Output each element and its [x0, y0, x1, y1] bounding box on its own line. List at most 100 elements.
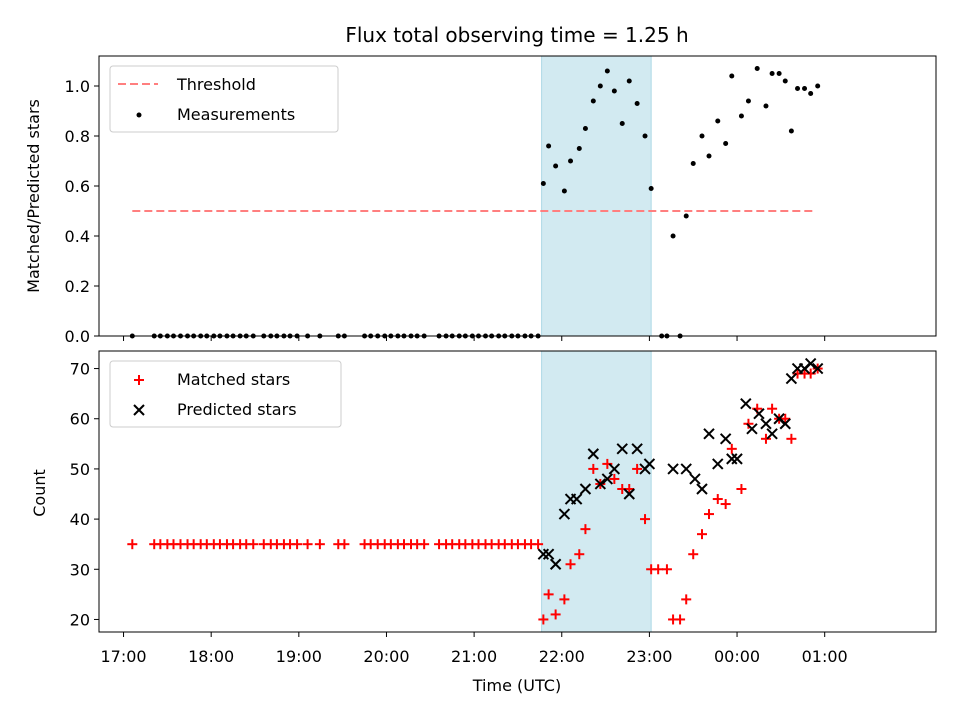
- measurement-point: [723, 141, 729, 146]
- x-tick-label: 19:00: [276, 647, 322, 666]
- predicted-star-point-b: [804, 357, 817, 370]
- measurement-point: [782, 78, 788, 84]
- predicted-star-point-b: [579, 483, 592, 495]
- measurement-point: [715, 118, 721, 124]
- predicted-star-point: [608, 463, 621, 475]
- predicted-star-point-b: [542, 548, 555, 560]
- top-axes-frame: [98, 55, 937, 337]
- predicted-star-point: [623, 488, 635, 500]
- predicted-star-point: [753, 408, 765, 420]
- matched-star-point: [248, 539, 259, 550]
- matched-star-point: [743, 418, 754, 429]
- measurement-point: [763, 103, 769, 109]
- measurement-point: [553, 163, 559, 169]
- matched-star-point: [624, 483, 635, 494]
- top-y-tick-label: 0.8: [65, 127, 90, 146]
- matched-star-point: [661, 564, 672, 575]
- predicted-star-point-b: [608, 463, 621, 475]
- legend-predicted-swatch: [133, 404, 145, 416]
- predicted-star-point: [746, 423, 758, 435]
- legend-measurements-swatch: [136, 112, 142, 118]
- x-tick-label: 23:00: [626, 647, 672, 666]
- matched-star-point: [640, 514, 651, 525]
- predicted-star-point-b: [712, 458, 724, 470]
- matched-star-point: [538, 614, 549, 625]
- measurement-point: [576, 146, 582, 151]
- predicted-star-point: [549, 558, 562, 570]
- legend-matched-swatch: [134, 375, 144, 385]
- top-y-tick-label: 1.0: [65, 77, 90, 96]
- predicted-star-point-b: [746, 423, 758, 435]
- measurement-point: [626, 78, 632, 84]
- predicted-star-point: [779, 418, 791, 430]
- matched-star-point: [681, 594, 692, 605]
- predicted-star-point: [558, 508, 571, 520]
- measurement-point: [634, 101, 640, 106]
- measurement-point: [561, 188, 567, 194]
- x-tick-label: 01:00: [802, 647, 848, 666]
- predicted-star-point: [712, 458, 724, 470]
- predicted-star-point-b: [740, 397, 752, 410]
- measurement-point: [582, 126, 588, 131]
- predicted-star-point-b: [760, 418, 772, 430]
- predicted-star-point-b: [719, 433, 732, 445]
- top-panel: 0.0 0.2 0.4 0.6 0.8 1.0 Threshold Measurements: [65, 55, 937, 346]
- matched-star-point: [780, 413, 791, 424]
- x-tick-label: 18:00: [188, 647, 234, 666]
- matched-star-point: [720, 499, 731, 510]
- predicted-star-point: [731, 453, 743, 465]
- matched-star-point: [588, 463, 599, 474]
- matched-star-point: [543, 589, 554, 600]
- predicted-star-point-b: [558, 508, 571, 520]
- bottom-panel: 20 30 40 50 60 70 17:00 18:00 19:00 20:00 21:00 22:…: [70, 350, 937, 666]
- measurement-point: [706, 153, 712, 159]
- predicted-star-point-b: [785, 372, 798, 385]
- measurement-point: [690, 161, 696, 166]
- predicted-star-point: [760, 418, 772, 430]
- matched-star-point: [688, 549, 699, 560]
- predicted-star-point: [542, 548, 555, 560]
- bottom-legend-box: [109, 360, 342, 428]
- predicted-star-point: [587, 448, 600, 460]
- predicted-star-point: [689, 473, 701, 485]
- matched-star-point: [550, 609, 561, 620]
- predicted-star-point-b: [779, 418, 791, 430]
- matched-star-point: [292, 539, 303, 550]
- matched-star-point: [712, 494, 723, 505]
- predicted-star-point-b: [703, 428, 715, 440]
- matched-star-point: [653, 564, 664, 575]
- predicted-star-point: [804, 357, 817, 370]
- matched-star-point: [339, 539, 350, 550]
- measurement-point: [683, 213, 689, 219]
- matched-star-point: [302, 539, 313, 550]
- bottom-y-tick-label: 50: [70, 460, 90, 479]
- predicted-star-point: [740, 397, 752, 410]
- predicted-star-point: [719, 433, 732, 445]
- measurement-point: [540, 181, 546, 186]
- predicted-star-point-b: [766, 428, 778, 440]
- legend-matched-label: Matched stars: [177, 370, 290, 389]
- predicted-star-point-b: [689, 473, 701, 485]
- legend-threshold-label: Threshold: [176, 75, 256, 94]
- bottom-y-tick-label: 20: [70, 610, 90, 629]
- bottom-y-axis-label: Count: [30, 469, 49, 517]
- bottom-y-tick-label: 60: [70, 410, 90, 429]
- predicted-star-point-b: [623, 488, 635, 500]
- top-legend: Threshold Measurements: [109, 65, 339, 133]
- matched-star-point: [127, 539, 138, 550]
- matched-star-point: [726, 443, 737, 454]
- matched-star-point: [574, 549, 585, 560]
- predicted-star-point: [601, 473, 614, 485]
- predicted-star-point-b: [570, 493, 583, 505]
- predicted-star-point: [643, 458, 656, 470]
- x-tick-label: 00:00: [714, 647, 760, 666]
- predicted-star-point-b: [696, 483, 708, 495]
- matched-star-point: [580, 524, 591, 535]
- predicted-star-point-b: [587, 448, 600, 460]
- x-axis-label: Time (UTC): [472, 676, 561, 695]
- chart-title: Flux total observing time = 1.25 h: [345, 23, 688, 47]
- predicted-star-point-b: [773, 413, 785, 425]
- measurement-point: [776, 71, 782, 76]
- predicted-star-point: [594, 478, 607, 490]
